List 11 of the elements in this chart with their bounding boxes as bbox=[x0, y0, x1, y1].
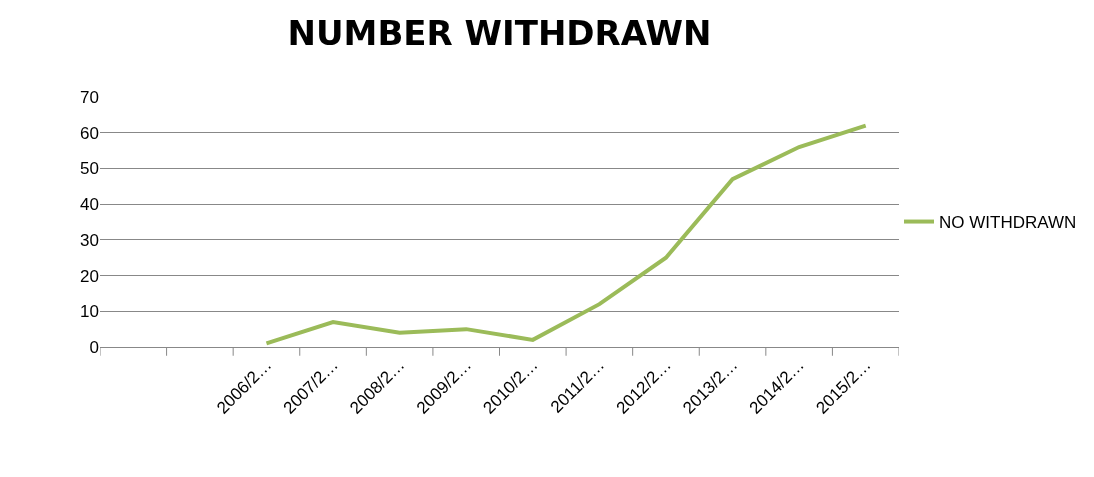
y-tick-label: 40 bbox=[80, 195, 99, 215]
y-tick-label: 30 bbox=[80, 230, 99, 250]
y-tick-label: 10 bbox=[80, 302, 99, 322]
y-tick-label: 70 bbox=[80, 87, 99, 107]
y-tick-label: 20 bbox=[80, 266, 99, 286]
y-tick-label: 60 bbox=[80, 123, 99, 143]
legend-label: NO WITHDRAWN bbox=[939, 213, 1077, 233]
line-series bbox=[264, 123, 868, 346]
y-tick-label: 50 bbox=[80, 159, 99, 179]
chart-title: NUMBER WITHDRAWN bbox=[287, 13, 712, 54]
y-tick-label: 0 bbox=[89, 337, 99, 357]
